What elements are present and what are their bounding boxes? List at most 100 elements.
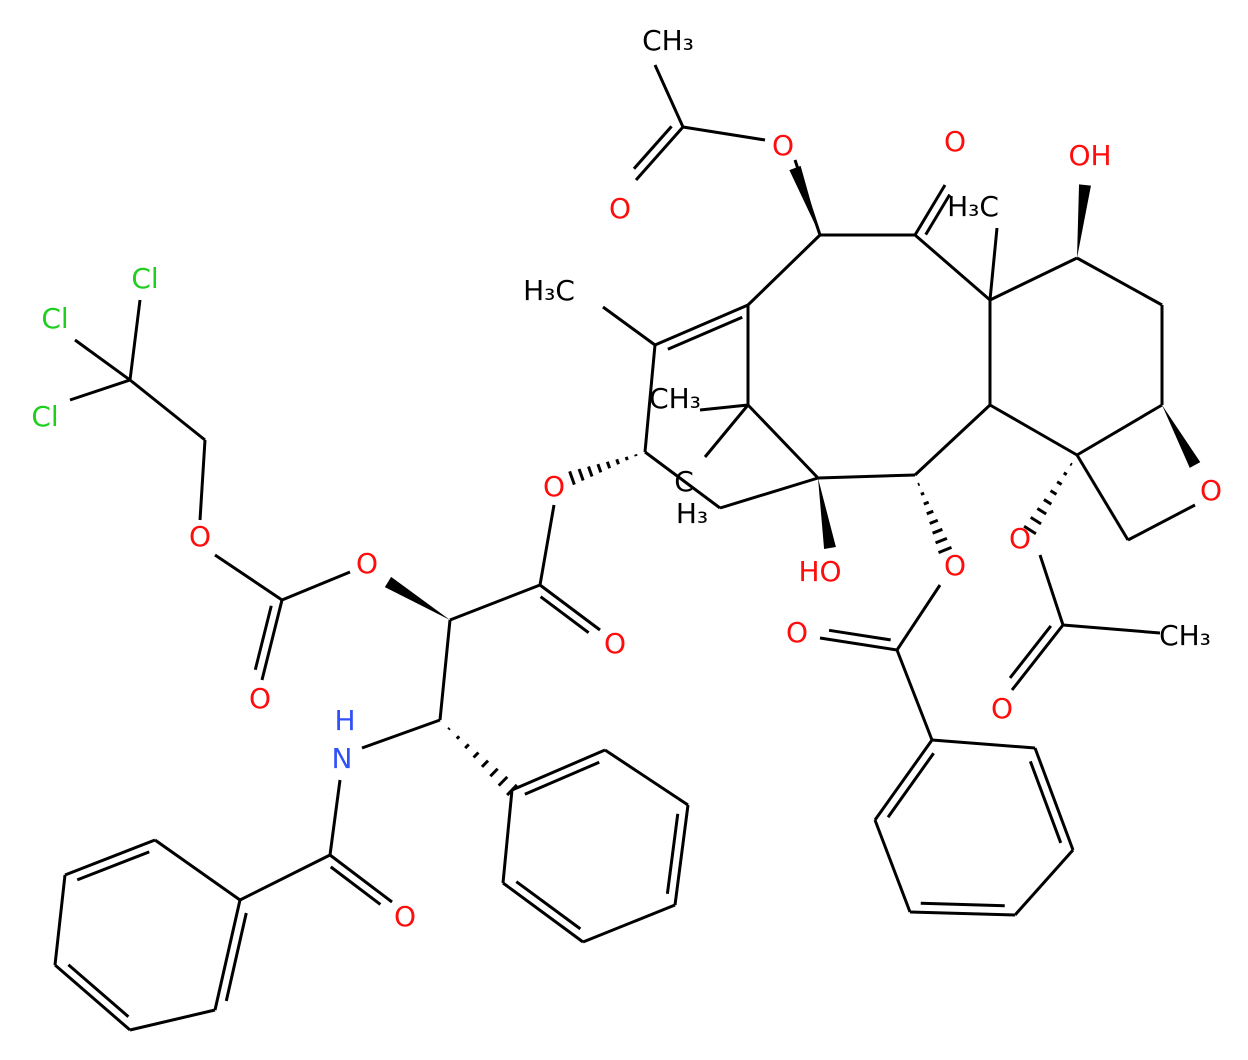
atom-label: O [786, 616, 808, 649]
bond [1069, 462, 1073, 467]
atom-label: H₃ [676, 497, 708, 530]
bond [624, 456, 629, 461]
atom-label: CH₃ [1159, 619, 1211, 652]
atom-label: O [356, 547, 378, 580]
atom-label: N [332, 742, 353, 775]
bond [198, 439, 207, 521]
atom-label: O [543, 470, 565, 503]
bond [632, 125, 673, 170]
bond [464, 743, 470, 750]
bond [253, 605, 273, 671]
bond [1038, 554, 1065, 626]
bond [920, 491, 925, 496]
atom-label: H [334, 704, 355, 737]
bond [873, 739, 934, 821]
bond [604, 748, 689, 807]
bond [817, 473, 916, 480]
bond [480, 759, 490, 768]
bond [644, 450, 721, 510]
bond [1013, 849, 1075, 916]
bond [1049, 489, 1058, 496]
atom-label: Cl [31, 400, 58, 433]
bond [74, 338, 131, 382]
atom-label: CH₃ [642, 24, 694, 57]
bond [673, 804, 690, 906]
atom-label: O [944, 125, 966, 158]
bond [895, 584, 942, 651]
bond [873, 819, 912, 913]
bond [932, 527, 943, 535]
bond [1056, 480, 1063, 486]
bond [1008, 625, 1052, 679]
bond [931, 738, 1036, 750]
bond [596, 463, 603, 473]
bond [920, 901, 1005, 908]
bond [1062, 623, 1161, 635]
bond [502, 881, 584, 944]
bond [1033, 747, 1075, 851]
bond [67, 963, 130, 1018]
bond [929, 518, 939, 525]
bond [329, 853, 393, 904]
bond [909, 910, 1016, 917]
bond [449, 583, 541, 622]
bond [455, 735, 461, 740]
bond [1036, 507, 1047, 516]
bond [1010, 624, 1065, 691]
atom-label: H₃C [523, 274, 575, 307]
bond [886, 752, 935, 819]
atom-label: O [1200, 474, 1222, 507]
bond [665, 813, 680, 895]
bonds [53, 64, 1201, 1032]
atom-label: O [189, 520, 211, 553]
bond [501, 789, 514, 884]
bond [988, 227, 999, 301]
bond [602, 305, 656, 347]
bond [917, 482, 921, 487]
bond [746, 233, 822, 307]
bond [281, 570, 351, 602]
atom-label: Cl [131, 262, 158, 295]
bond [497, 775, 509, 787]
bond [213, 899, 242, 1011]
bond [587, 466, 594, 477]
bond [54, 963, 131, 1032]
atom-label: C [674, 465, 694, 498]
bond [989, 256, 1078, 302]
bond [914, 233, 991, 302]
bond [926, 509, 934, 516]
bond [818, 478, 836, 550]
bond [923, 500, 930, 506]
bond [913, 403, 992, 477]
bond [511, 748, 606, 792]
bond [1075, 454, 1130, 541]
bond [1162, 405, 1201, 468]
bond [538, 504, 556, 586]
atom-label: O [1009, 522, 1031, 555]
bond [582, 903, 676, 944]
bond [214, 553, 283, 602]
bond [682, 125, 766, 142]
bond [643, 344, 657, 453]
bond [239, 853, 331, 902]
bond [819, 636, 898, 652]
bond [384, 576, 450, 620]
atom-label: OH [1068, 139, 1111, 172]
bond [1077, 184, 1091, 258]
atom-label: H₃C [947, 190, 999, 223]
atom-label: CH₃ [649, 382, 701, 415]
atom-label: O [609, 192, 631, 225]
bond [989, 403, 1078, 457]
bond [524, 760, 600, 796]
bond [654, 303, 749, 347]
bond [64, 838, 156, 877]
atom-label: Cl [41, 302, 68, 335]
bond [746, 403, 820, 480]
bond [924, 193, 952, 236]
bond [667, 315, 743, 351]
bond [539, 595, 590, 634]
bond [438, 619, 452, 721]
bond [937, 546, 953, 554]
bond [128, 299, 142, 381]
